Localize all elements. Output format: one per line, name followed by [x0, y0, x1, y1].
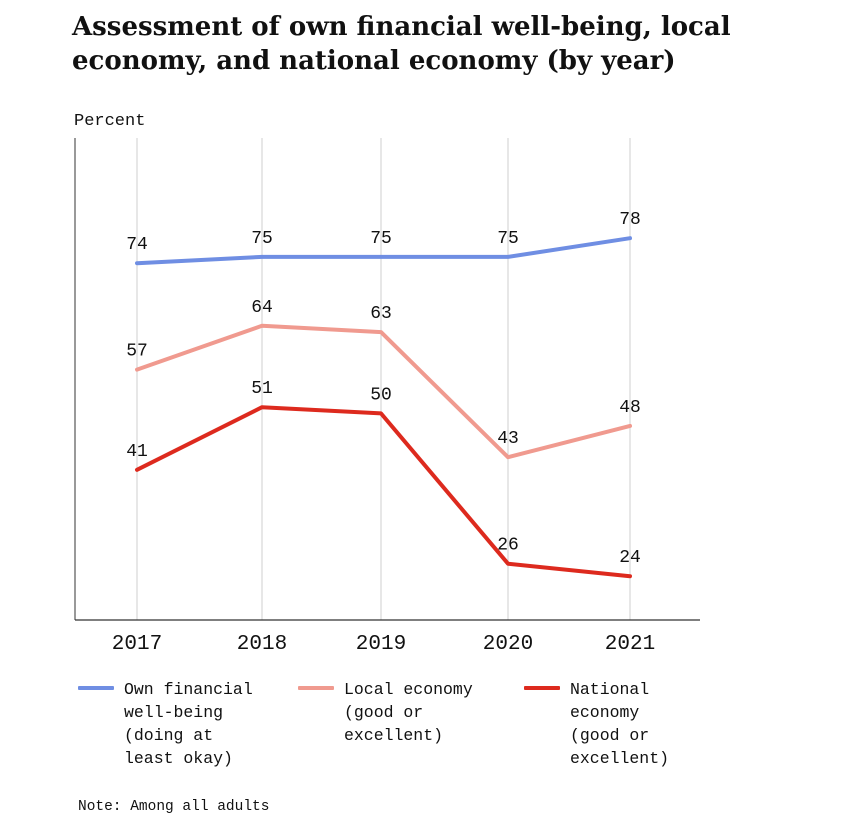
x-tick-label-2018: 2018	[237, 633, 287, 656]
chart-title: Assessment of own financial well-being, …	[72, 12, 731, 76]
data-label-own-financial-2020: 75	[497, 229, 519, 249]
data-point-own-financial-2017	[135, 261, 139, 265]
legend-swatch-national-economy	[524, 686, 560, 690]
data-point-own-financial-2021	[628, 236, 632, 240]
data-label-own-financial-2018: 75	[251, 229, 273, 249]
x-tick-label-2019: 2019	[356, 633, 406, 656]
data-point-own-financial-2020	[506, 255, 510, 259]
legend: Own financial well-being (doing at least…	[0, 678, 850, 778]
legend-item-national-economy: National economy (good or excellent)	[524, 678, 669, 770]
data-point-local-economy-2020	[506, 455, 510, 459]
data-label-own-financial-2017: 74	[126, 235, 148, 255]
data-label-local-economy-2018: 64	[251, 298, 273, 318]
x-tick-label-2017: 2017	[112, 633, 162, 656]
chart-note: Note: Among all adults	[78, 799, 270, 815]
legend-item-local-economy: Local economy (good or excellent)	[298, 678, 473, 747]
data-point-national-economy-2019	[379, 411, 383, 415]
legend-label-own-financial: Own financial well-being (doing at least…	[124, 680, 253, 768]
data-point-local-economy-2017	[135, 368, 139, 372]
x-tick-label-2021: 2021	[605, 633, 655, 656]
series-line-national-economy	[135, 405, 632, 579]
data-point-own-financial-2018	[260, 255, 264, 259]
legend-swatch-own-financial	[78, 686, 114, 690]
data-point-own-financial-2019	[379, 255, 383, 259]
data-point-local-economy-2019	[379, 330, 383, 334]
data-point-local-economy-2018	[260, 324, 264, 328]
data-point-national-economy-2017	[135, 468, 139, 472]
data-label-national-economy-2018: 51	[251, 379, 273, 399]
data-label-local-economy-2021: 48	[619, 398, 641, 418]
data-label-local-economy-2017: 57	[126, 342, 148, 362]
data-point-local-economy-2021	[628, 424, 632, 428]
data-label-own-financial-2021: 78	[619, 210, 641, 230]
data-point-national-economy-2018	[260, 405, 264, 409]
legend-label-local-economy: Local economy (good or excellent)	[344, 680, 473, 745]
data-point-national-economy-2021	[628, 574, 632, 578]
data-label-own-financial-2019: 75	[370, 229, 392, 249]
data-label-national-economy-2020: 26	[497, 536, 519, 556]
data-label-national-economy-2017: 41	[126, 442, 148, 462]
legend-label-national-economy: National economy (good or excellent)	[570, 680, 670, 768]
line-chart: 2017 2018 2019 2020 2021 74 75 75 75 78 57 64 63 43 48…	[74, 138, 700, 656]
data-label-local-economy-2020: 43	[497, 429, 519, 449]
data-point-national-economy-2020	[506, 562, 510, 566]
data-label-national-economy-2021: 24	[619, 548, 641, 568]
y-axis-label: Percent	[74, 112, 146, 131]
x-tick-label-2020: 2020	[483, 633, 533, 656]
data-label-local-economy-2019: 63	[370, 304, 392, 324]
data-label-national-economy-2019: 50	[370, 385, 392, 405]
legend-item-own-financial: Own financial well-being (doing at least…	[78, 678, 253, 770]
legend-swatch-local-economy	[298, 686, 334, 690]
